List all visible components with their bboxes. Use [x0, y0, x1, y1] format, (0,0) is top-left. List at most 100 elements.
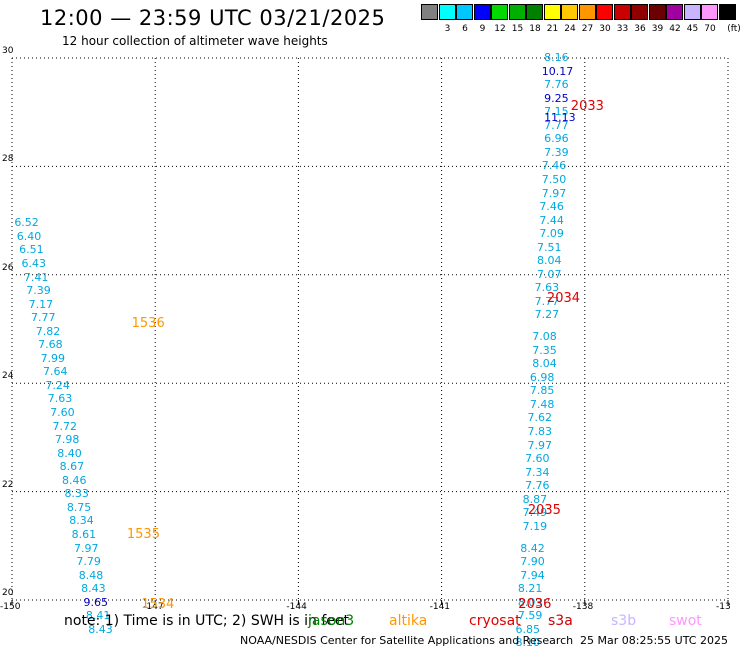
wave-height-label: 7.77: [544, 118, 569, 132]
scale-swatch: [701, 4, 718, 20]
wave-height-label: 8.04: [532, 357, 557, 371]
scale-swatch: [491, 4, 508, 20]
pass-time-label: 2033: [570, 98, 604, 114]
scale-swatch: [421, 4, 438, 20]
scale-label: 27: [581, 24, 594, 34]
wave-height-label: 8.34: [69, 514, 94, 528]
wave-height-label: 8.67: [59, 460, 85, 474]
wave-height-label: 7.76: [544, 78, 569, 92]
wave-height-label: 11.13: [544, 110, 576, 124]
scale-label: 70: [704, 24, 716, 34]
wave-height-label: 7.07: [537, 267, 562, 281]
scale-swatch: [543, 4, 561, 20]
y-tick-label: 22: [2, 479, 14, 490]
wave-height-label: 9.65: [83, 595, 109, 609]
wave-height-label: 6.96: [544, 132, 569, 146]
wave-height-label: 8.48: [78, 568, 104, 582]
satellite-altika: altika: [389, 613, 428, 629]
scale-label: 15: [511, 24, 524, 34]
scale-label: 42: [669, 24, 681, 34]
wave-height-label: 7.79: [76, 555, 101, 569]
wave-height-label: 7.27: [534, 308, 560, 322]
scale-label: 21: [546, 24, 559, 34]
x-tick-label: -147: [143, 602, 164, 612]
wave-height-label: 8.40: [57, 446, 82, 460]
map-subtitle: 12 hour collection of altimeter wave hei…: [62, 34, 328, 48]
wave-height-label: 7.90: [520, 555, 545, 569]
scale-label: 3: [444, 24, 451, 34]
note-text: note: 1) Time is in UTC; 2) SWH is in fe…: [64, 613, 350, 629]
pass-time-label: 2034: [546, 291, 581, 307]
wave-height-label: 7.64: [42, 365, 68, 379]
scale-swatch: [508, 4, 526, 20]
pass-time-label: 1536: [131, 315, 165, 331]
wave-height-label: 6.51: [19, 243, 44, 257]
x-tick-label: -150: [0, 602, 21, 612]
x-tick-label: -141: [429, 602, 451, 612]
credit-text: NOAA/NESDIS Center for Satellite Applica…: [240, 634, 574, 647]
wave-height-label: 7.59: [517, 609, 543, 623]
pass-time-label: 2036: [518, 597, 552, 613]
scale-label: 12: [494, 24, 506, 34]
wave-height-label: 7.39: [544, 145, 569, 159]
wave-height-label: 7.24: [45, 378, 70, 392]
wave-height-label: 7.35: [532, 343, 557, 357]
pass-time-label: 2035: [527, 502, 561, 518]
x-tick-label: -13: [716, 602, 731, 612]
wave-height-label: 8.43: [81, 582, 106, 596]
wave-height-label: 7.99: [40, 351, 66, 365]
wave-height-label: 6.40: [16, 229, 42, 243]
wave-height-label: 6.52: [14, 216, 39, 230]
x-tick-label: -138: [572, 602, 594, 612]
satellite-jason3: jason3: [308, 613, 355, 629]
y-tick-label: 24: [2, 371, 14, 382]
wave-height-label: 7.46: [541, 159, 567, 173]
wave-height-label: 7.19: [522, 519, 548, 533]
y-tick-label: 26: [2, 262, 14, 273]
wave-height-label: 7.39: [26, 284, 51, 298]
wave-height-label: 7.68: [38, 338, 63, 352]
wave-height-label: 7.62: [527, 411, 552, 425]
wave-height-label: 7.34: [525, 465, 550, 479]
grid-lines: [11, 57, 729, 601]
wave-height-label: 7.60: [525, 452, 550, 466]
x-tick-label: -144: [286, 602, 307, 612]
wave-height-label: 8.04: [537, 254, 562, 268]
wave-height-label: 10.17: [541, 64, 574, 78]
scale-swatch: [631, 4, 648, 20]
wave-height-label: 7.98: [54, 433, 80, 447]
wave-height-label: 8.41: [85, 609, 111, 623]
wave-height-label: 8.43: [88, 622, 113, 636]
wave-height-label: 7.08: [532, 330, 557, 344]
wave-height-label: 7.77: [534, 294, 560, 308]
wave-height-label: 7.44: [539, 213, 564, 227]
wave-height-label: 8.21: [517, 582, 543, 596]
wave-height-label: 7.48: [529, 397, 555, 411]
wave-height-label: 8.75: [66, 500, 92, 514]
scale-label: 45: [686, 24, 699, 34]
wave-height-label: 7.41: [23, 270, 49, 284]
scale-swatch: [561, 4, 578, 20]
pass-time-label: 1534: [141, 597, 175, 613]
wave-height-label: 7.50: [541, 172, 567, 186]
scale-swatch: [683, 4, 701, 20]
scale-swatch: [613, 4, 631, 20]
scale-label: 30: [599, 24, 611, 34]
wave-height-label: 6.43: [21, 256, 46, 270]
timestamp-text: 25 Mar 08:25:55 UTC 2025: [580, 634, 728, 647]
wave-height-label: 7.85: [529, 384, 555, 398]
wave-height-label: 9.25: [544, 91, 569, 105]
wave-height-label: 7.46: [539, 200, 564, 214]
y-tick-label: 28: [2, 154, 14, 165]
wave-height-label: 7.09: [539, 227, 564, 241]
scale-swatch: [456, 4, 473, 20]
wave-height-label: 6.98: [529, 370, 555, 384]
scale-label: 33: [616, 24, 629, 34]
wave-height-label: 7.49: [522, 506, 548, 520]
wave-height-label: 7.15: [544, 105, 569, 119]
scale-swatch: [718, 4, 736, 20]
y-tick-label: 20: [2, 588, 14, 598]
pass-time-label: 1535: [126, 526, 160, 542]
wave-height-label: 7.82: [35, 324, 61, 338]
satellite-swot: swot: [669, 613, 702, 629]
